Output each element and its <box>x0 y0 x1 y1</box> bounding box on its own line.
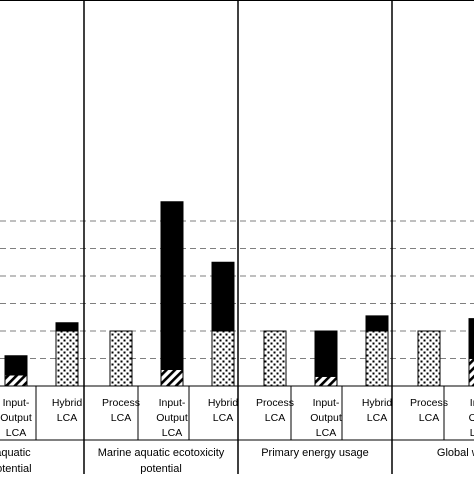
category-label: Outp <box>469 412 474 424</box>
bar-segment-hatched <box>160 369 184 387</box>
category-label: LCA <box>316 427 336 439</box>
bar-segment-dotted <box>211 330 235 387</box>
group-label: potential <box>140 463 182 474</box>
category-label: Output <box>0 412 32 424</box>
category-label: Input- <box>159 397 186 409</box>
bar-segment-dotted <box>263 330 287 387</box>
bar-segment-dotted <box>109 330 133 387</box>
category-label: LCA <box>367 412 387 424</box>
category-label: LCA <box>162 427 182 439</box>
category-label: Process <box>256 397 294 409</box>
bar-segment-solid <box>314 330 338 377</box>
category-label: LCA <box>57 412 77 424</box>
bar-segment-dotted <box>417 330 441 387</box>
category-label: Input- <box>313 397 340 409</box>
category-label: Inpu <box>470 397 474 409</box>
bar-segment-solid <box>365 315 389 332</box>
category-label: Output <box>310 412 342 424</box>
gridlines <box>0 220 474 359</box>
bar-segment-solid <box>4 355 28 376</box>
category-label: Process <box>410 397 448 409</box>
category-label: LCA <box>111 412 131 424</box>
category-label: Process <box>102 397 140 409</box>
category-label: LCA <box>265 412 285 424</box>
category-label: Input- <box>3 397 30 409</box>
group-label: Global warmi <box>437 447 474 459</box>
category-label: LCA <box>419 412 439 424</box>
category-label: Output <box>156 412 188 424</box>
category-label: Hybrid <box>362 397 393 409</box>
category-label: Hybrid <box>208 397 239 409</box>
category-label: Hybrid <box>52 397 83 409</box>
group-label: Primary energy usage <box>261 447 369 459</box>
category-label: LCA <box>6 427 26 439</box>
group-label: ty potential <box>0 463 32 474</box>
bar-segment-solid <box>55 322 79 332</box>
group-label: ter aquatic <box>0 447 31 459</box>
bar-segment-solid <box>160 201 184 370</box>
bars <box>4 201 474 387</box>
bar-segment-hatched <box>468 358 474 387</box>
bar-segment-dotted <box>365 330 389 387</box>
bar-segment-hatched <box>314 375 338 387</box>
group-label: Marine aquatic ecotoxicity <box>98 447 225 459</box>
bar-segment-hatched <box>4 374 28 387</box>
bar-segment-solid <box>468 318 474 359</box>
category-label: LCA <box>470 427 474 439</box>
category-label: LCA <box>213 412 233 424</box>
bar-segment-solid <box>211 261 235 332</box>
bar-segment-dotted <box>55 330 79 387</box>
category-labels: Input- Output LCA Hybrid LCA ter aquatic ty po… <box>0 397 474 475</box>
